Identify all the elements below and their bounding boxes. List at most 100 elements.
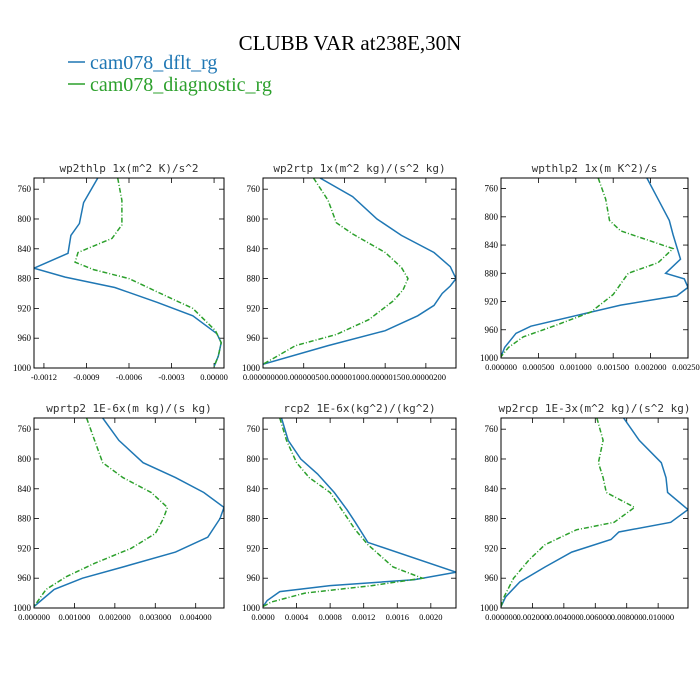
series-line-diagnostic <box>263 178 409 365</box>
x-tick-label: 0.0004 <box>285 612 309 622</box>
y-tick-label: 920 <box>247 303 261 313</box>
y-tick-label: 1000 <box>480 353 499 363</box>
panel-title: wpthlp2 1x(m K^2)/s <box>532 162 658 175</box>
panel-3: wpthlp2 1x(m K^2)/s 760 800 840 880 920 960 100… <box>480 162 700 372</box>
y-tick-label: 840 <box>18 244 32 254</box>
legend-label-dflt: cam078_dflt_rg <box>90 52 217 74</box>
y-tick-label: 760 <box>247 424 261 434</box>
x-tick-label: 0.008000 <box>611 612 643 622</box>
y-tick-label: 920 <box>485 543 499 553</box>
y-tick-label: 960 <box>247 333 261 343</box>
panel-title: rcp2 1E-6x(kg^2)/(kg^2) <box>283 402 435 415</box>
y-tick-label: 960 <box>18 333 32 343</box>
panel-title: wp2thlp 1x(m^2 K)/s^2 <box>59 162 198 175</box>
series-line-diagnostic <box>263 418 426 608</box>
x-tick-label: 0.00000050 <box>284 372 324 382</box>
y-tick-label: 920 <box>18 303 32 313</box>
y-tick-label: 960 <box>18 573 32 583</box>
x-tick-label: 0.003000 <box>139 612 171 622</box>
x-tick-label: 0.002000 <box>516 612 548 622</box>
y-tick-label: 760 <box>247 184 261 194</box>
y-tick-label: 880 <box>247 514 261 524</box>
y-tick-label: 1000 <box>242 603 261 613</box>
panel-title: wprtp2 1E-6x(m kg)/(s kg) <box>46 402 212 415</box>
y-tick-label: 800 <box>18 454 32 464</box>
plot-frame <box>500 177 689 359</box>
y-tick-label: 920 <box>247 543 261 553</box>
x-tick-label: 0.004000 <box>548 612 580 622</box>
y-tick-label: 960 <box>247 573 261 583</box>
y-tick-label: 1000 <box>480 603 499 613</box>
x-tick-label: -0.0006 <box>116 372 142 382</box>
y-tick-label: 840 <box>485 484 499 494</box>
x-tick-label: 0.0000 <box>251 612 274 622</box>
y-tick-label: 840 <box>18 484 32 494</box>
panel-2: wp2rtp 1x(m^2 kg)/(s^2 kg) 760 800 840 880 92… <box>242 162 457 382</box>
series-line-dflt <box>501 178 688 357</box>
x-tick-label: -0.0003 <box>158 372 184 382</box>
x-tick-label: 0.002000 <box>99 612 131 622</box>
x-tick-label: -0.0012 <box>31 372 57 382</box>
figure-title: CLUBB VAR at238E,30N <box>239 31 462 55</box>
y-tick-label: 760 <box>485 184 499 194</box>
y-tick-label: 880 <box>18 514 32 524</box>
plot-frame <box>33 177 225 369</box>
y-tick-label: 880 <box>247 274 261 284</box>
x-tick-label: 0.0020 <box>419 612 442 622</box>
x-tick-label: 0.001500 <box>597 362 629 372</box>
y-tick-label: 1000 <box>13 603 32 613</box>
x-tick-label: 0.010000 <box>642 612 674 622</box>
panel-title: wp2rtp 1x(m^2 kg)/(s^2 kg) <box>273 162 445 175</box>
x-tick-label: -0.0009 <box>73 372 99 382</box>
x-tick-label: 0.001000 <box>560 362 592 372</box>
x-tick-label: 0.000500 <box>522 362 554 372</box>
y-tick-label: 880 <box>18 274 32 284</box>
x-tick-label: 0.0008 <box>318 612 341 622</box>
x-tick-label: 0.006000 <box>579 612 611 622</box>
series-line-diagnostic <box>74 178 222 367</box>
y-tick-label: 760 <box>18 184 32 194</box>
y-tick-label: 1000 <box>13 363 32 373</box>
y-tick-label: 840 <box>247 484 261 494</box>
series-line-dflt <box>501 418 688 607</box>
panel-4: wprtp2 1E-6x(m kg)/(s kg) 760 800 840 880 920… <box>13 402 225 622</box>
plot-frame <box>33 417 225 609</box>
y-tick-label: 840 <box>247 244 261 254</box>
panel-5: rcp2 1E-6x(kg^2)/(kg^2) 760 800 840 880 920 96… <box>242 402 457 622</box>
y-tick-label: 880 <box>485 514 499 524</box>
y-tick-label: 920 <box>485 297 499 307</box>
x-tick-label: 0.0016 <box>386 612 409 622</box>
panel-title: wp2rcp 1E-3x(m^2 kg)/(s^2 kg) <box>498 402 690 415</box>
x-tick-label: 0.000000 <box>485 362 517 372</box>
y-tick-label: 760 <box>18 424 32 434</box>
panels: wp2thlp 1x(m^2 K)/s^2 760 800 840 880 920 960 1… <box>13 162 700 622</box>
x-tick-label: 0.00000000 <box>243 372 283 382</box>
y-tick-label: 920 <box>18 543 32 553</box>
series-line-diagnostic <box>34 418 169 607</box>
x-tick-label: 0.00000150 <box>365 372 405 382</box>
panel-1: wp2thlp 1x(m^2 K)/s^2 760 800 840 880 920 960 1… <box>13 162 228 382</box>
x-tick-label: 0.001000 <box>58 612 90 622</box>
plot-frame <box>500 417 689 609</box>
x-tick-label: 0.004000 <box>180 612 212 622</box>
legend-label-diagnostic: cam078_diagnostic_rg <box>90 74 272 96</box>
series-line-diagnostic <box>501 418 637 607</box>
y-tick-label: 960 <box>485 325 499 335</box>
series-line-dflt <box>263 418 456 607</box>
y-tick-label: 880 <box>485 268 499 278</box>
legend: cam078_dflt_rg cam078_diagnostic_rg <box>68 52 272 96</box>
y-tick-label: 800 <box>247 454 261 464</box>
x-tick-label: 0.00000 <box>200 372 228 382</box>
series-line-dflt <box>263 178 456 366</box>
series-line-dflt <box>34 418 224 608</box>
x-tick-label: 0.000000 <box>18 612 50 622</box>
panel-6: wp2rcp 1E-3x(m^2 kg)/(s^2 kg) 760 800 840 88… <box>480 402 691 622</box>
y-tick-label: 1000 <box>242 363 261 373</box>
y-tick-label: 960 <box>485 573 499 583</box>
y-tick-label: 800 <box>485 454 499 464</box>
y-tick-label: 800 <box>18 214 32 224</box>
x-tick-label: 0.002500 <box>672 362 700 372</box>
y-tick-label: 840 <box>485 240 499 250</box>
